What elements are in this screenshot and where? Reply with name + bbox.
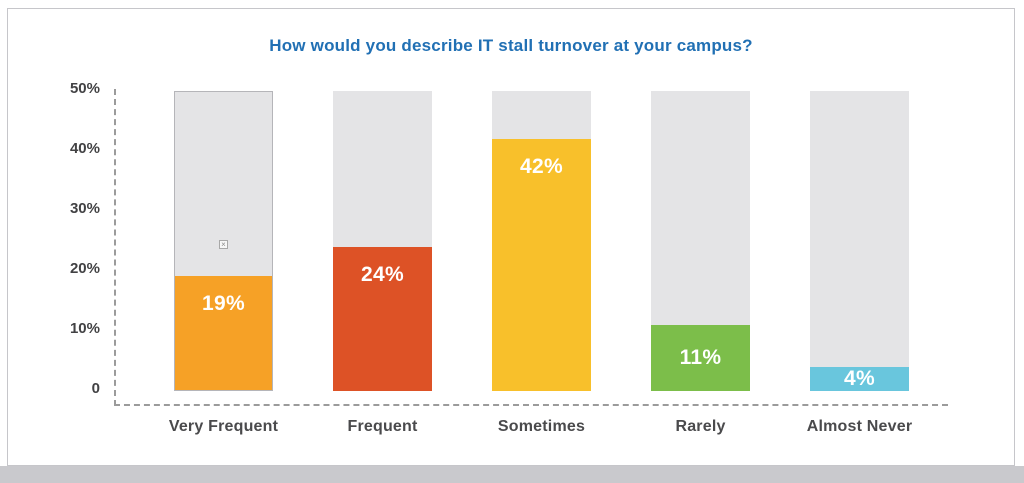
- bar-group: 4% Almost Never: [807, 91, 912, 435]
- y-tick-label: 0: [91, 380, 100, 397]
- bar-track: 24%: [333, 91, 432, 391]
- y-tick-label: 10%: [69, 320, 100, 337]
- bar-group: 24% Frequent: [333, 91, 432, 435]
- bar-group: 42% Sometimes: [492, 91, 591, 435]
- y-tick-label: 50%: [69, 80, 100, 97]
- bar-fill: 42%: [492, 139, 591, 391]
- bar-fill: 11%: [651, 325, 750, 391]
- bar-fill: 19%: [175, 276, 272, 390]
- bar-track: 11%: [651, 91, 750, 391]
- category-label: Very Frequent: [168, 418, 279, 435]
- page-footer-strip: [0, 466, 1024, 483]
- category-label: Almost Never: [806, 418, 913, 435]
- bar-group: 11% Rarely: [651, 91, 750, 435]
- y-tick-label: 30%: [69, 200, 100, 217]
- bar-fill: 4%: [810, 367, 909, 391]
- bar-fill: 24%: [333, 247, 432, 391]
- bar-value-label: 11%: [679, 346, 722, 369]
- chart-title: How would you describe IT stall turnover…: [269, 36, 753, 55]
- y-axis-ticks: 50% 40% 30% 20% 10% 0: [26, 80, 106, 404]
- bar-value-label: 4%: [844, 367, 875, 390]
- bar-group: 19% × Very Frequent: [169, 91, 278, 435]
- bar-track: 42%: [492, 91, 591, 391]
- category-label: Sometimes: [497, 418, 586, 435]
- category-label: Frequent: [347, 418, 418, 435]
- y-tick-label: 20%: [69, 260, 100, 277]
- bar-value-label: 24%: [361, 263, 404, 286]
- bar-value-label: 19%: [202, 292, 245, 315]
- bar-value-label: 42%: [520, 155, 563, 178]
- bars: 19% × Very Frequent 24% Frequent 42% Sometimes…: [169, 91, 912, 435]
- plot-area: 19% × Very Frequent 24% Frequent 42% Sometimes…: [114, 89, 948, 435]
- bar-track: 4%: [810, 91, 909, 391]
- chart-card: How would you describe IT stall turnover…: [7, 8, 1015, 466]
- y-tick-label: 40%: [69, 140, 100, 157]
- bar-track: 19% ×: [174, 91, 273, 391]
- broken-image-icon: ×: [219, 240, 228, 249]
- category-label: Rarely: [675, 418, 726, 435]
